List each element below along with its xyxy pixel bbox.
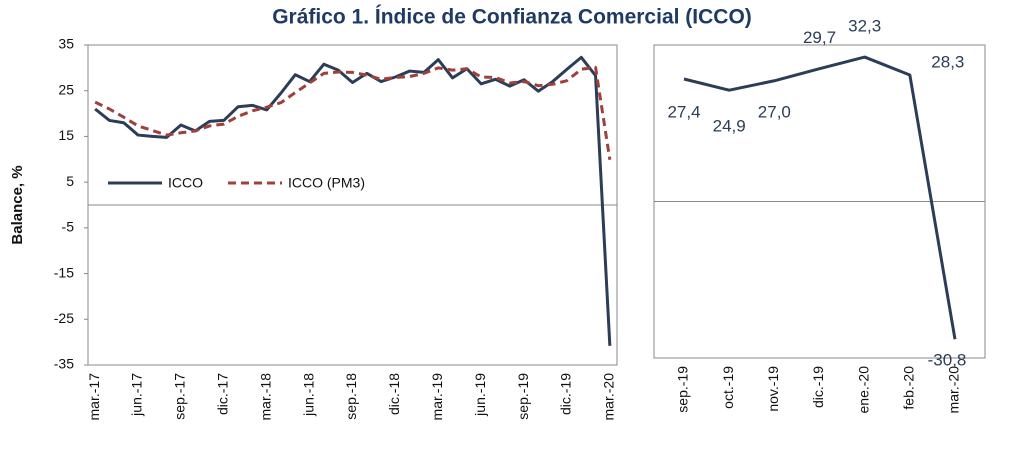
series-line	[94, 55, 612, 346]
x-tick-label: mar.-17	[86, 373, 102, 421]
x-tick-label: oct.-19	[720, 366, 736, 409]
x-tick-label: mar.-19	[429, 373, 445, 421]
y-axis-label: Balance, %	[9, 165, 26, 244]
x-tick-label: dic.-17	[215, 373, 231, 415]
data-label: 27,0	[758, 102, 791, 121]
y-tick-label: -25	[54, 310, 74, 326]
x-tick-label: jun.-18	[300, 373, 316, 417]
x-tick-label: jun.-19	[472, 373, 488, 417]
x-tick-label: mar.-20	[601, 373, 617, 421]
y-tick-label: -15	[54, 264, 74, 280]
series-line	[683, 55, 957, 340]
x-tick-label: feb.-20	[901, 366, 917, 410]
x-tick-label: nov.-19	[765, 366, 781, 412]
legend-label: ICCO	[168, 175, 203, 191]
y-tick-label: 5	[66, 173, 74, 189]
x-tick-label: sep.-17	[172, 373, 188, 420]
series-line	[94, 65, 612, 160]
x-tick-label: mar.-20	[946, 366, 962, 414]
y-tick-label: 35	[58, 36, 74, 52]
data-label: 28,3	[931, 52, 964, 71]
y-tick-label: 25	[58, 81, 74, 97]
x-tick-label: dic.-19	[558, 373, 574, 415]
data-label: 27,4	[667, 102, 700, 121]
x-tick-label: dic.-19	[810, 366, 826, 408]
y-tick-label: 15	[58, 127, 74, 143]
x-tick-label: dic.-18	[386, 373, 402, 415]
y-tick-label: -5	[62, 219, 75, 235]
x-tick-label: jun.-17	[129, 373, 145, 417]
y-tick-label: -35	[54, 356, 74, 372]
x-tick-label: ene.-20	[855, 366, 871, 414]
x-tick-label: sep.-18	[343, 373, 359, 420]
x-tick-label: sep.-19	[515, 373, 531, 420]
data-label: 29,7	[803, 28, 836, 47]
x-tick-label: sep.-19	[675, 366, 691, 413]
chart-title: Gráfico 1. Índice de Confianza Comercial…	[272, 6, 752, 29]
legend-label: ICCO (PM3)	[288, 175, 365, 191]
data-label: -30,8	[928, 351, 967, 370]
data-label: 24,9	[713, 117, 746, 136]
data-label: 32,3	[848, 17, 881, 36]
x-tick-label: mar.-18	[257, 373, 273, 421]
